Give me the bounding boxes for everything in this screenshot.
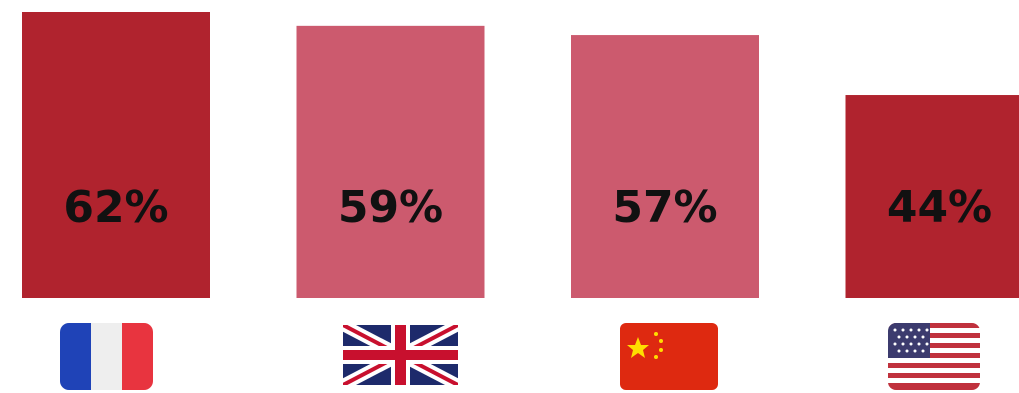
flag-uk [343,325,458,385]
value-label: 62% [63,182,168,233]
bar [845,95,1019,298]
bar [571,35,759,299]
value-label: 44% [887,182,992,233]
bars: 62% 59% 57% 44% [22,12,1019,299]
flag-us [888,323,980,390]
bar [296,25,485,298]
flag-china [620,323,718,390]
value-label: 59% [338,182,443,233]
flag-france [60,323,153,390]
value-label: 57% [612,182,717,233]
bar [22,12,210,298]
